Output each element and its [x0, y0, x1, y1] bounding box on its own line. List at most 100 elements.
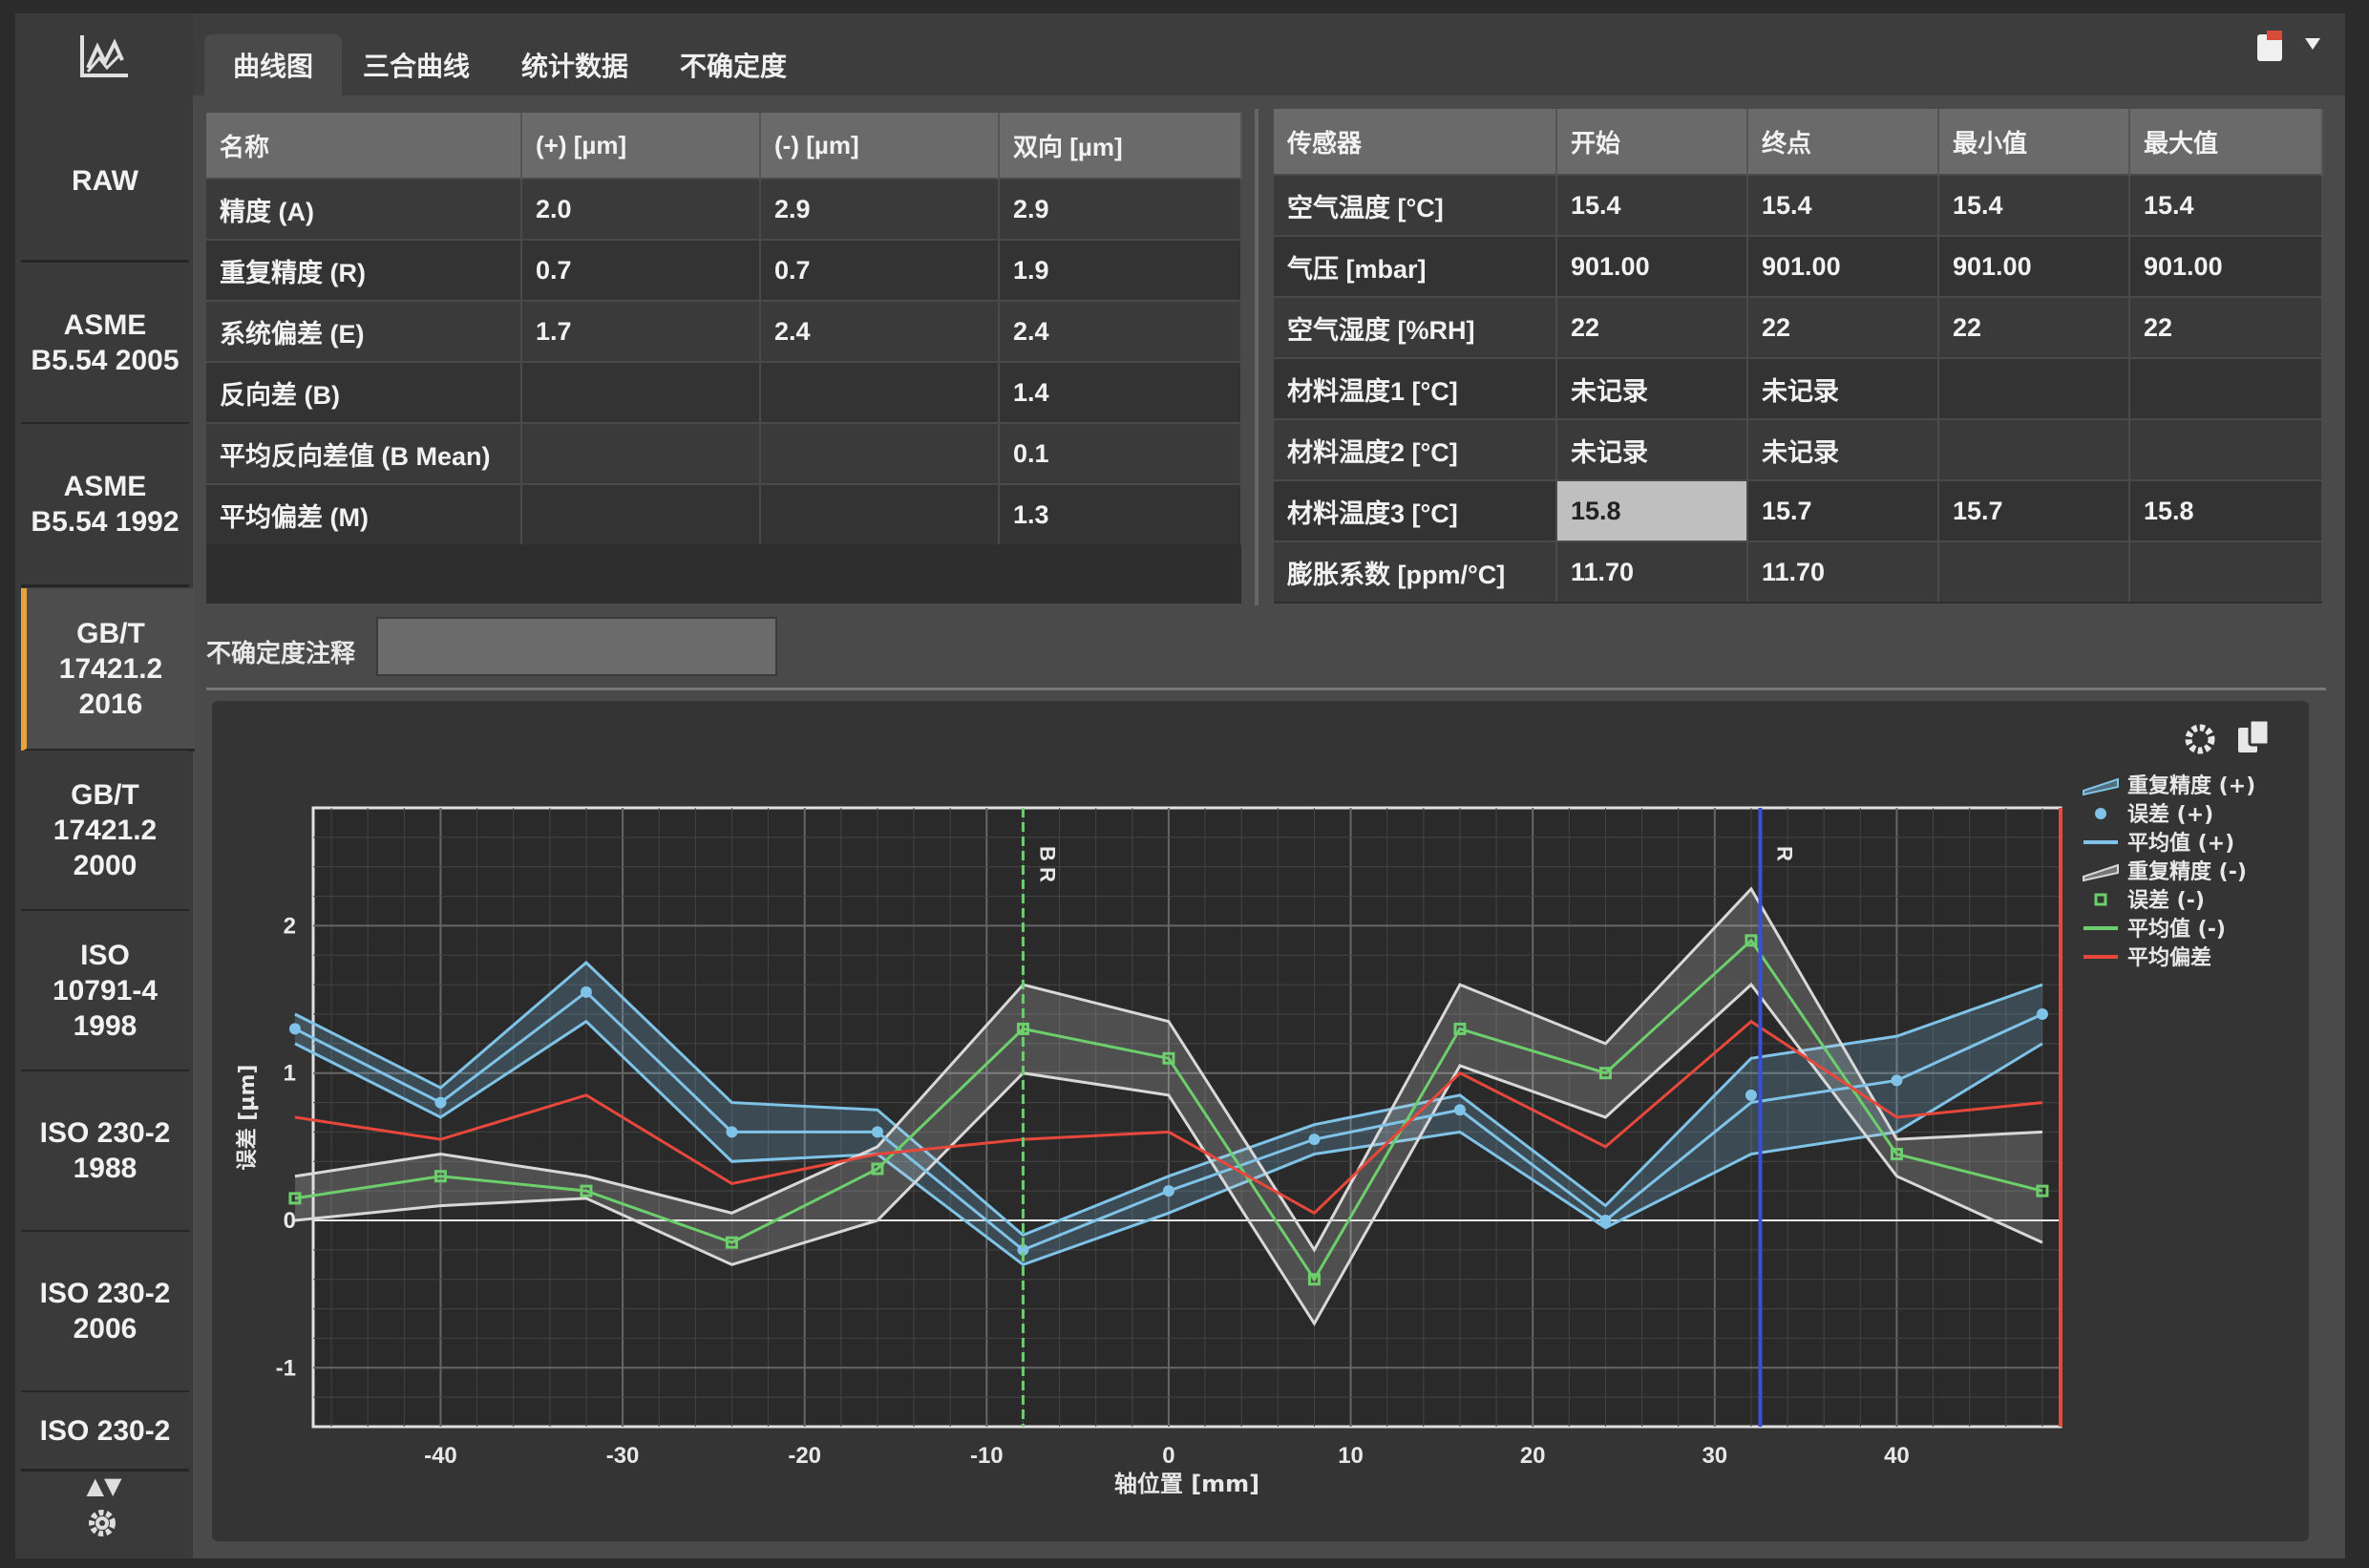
- sidebar-standard-item[interactable]: ISO 230-2 2006: [21, 1232, 189, 1393]
- sidebar-standard-item[interactable]: ASME B5.54 2005: [21, 264, 189, 425]
- sidebar-standard-item[interactable]: ASME B5.54 1992: [21, 424, 189, 587]
- plot-area: [311, 806, 2062, 1429]
- row-label: 材料温度1 [°C]: [1274, 357, 1557, 419]
- table-cell[interactable]: 901.00: [2129, 235, 2323, 297]
- tab-triple-curve[interactable]: 三合曲线: [363, 52, 471, 81]
- table-cell[interactable]: 未记录: [1747, 418, 1939, 480]
- table-row: 系统偏差 (E) 1.7 2.4 2.4: [206, 300, 1242, 362]
- marker-label: R: [1772, 846, 1796, 861]
- table-cell[interactable]: [2129, 357, 2323, 419]
- sidebar-standard-item[interactable]: ISO 230-2 1988: [21, 1071, 189, 1233]
- gear-icon[interactable]: [82, 1503, 122, 1543]
- table-row: 反向差 (B) 1.4: [206, 361, 1242, 423]
- data-point: [1017, 1243, 1029, 1256]
- table-cell[interactable]: [2129, 418, 2323, 480]
- uncertainty-note-label: 不确定度注释: [206, 639, 356, 667]
- data-point: [725, 1236, 738, 1249]
- results-table: 名称 (+) [µm] (-) [µm] 双向 [µm] 精度 (A) 2.0 2.9 2.…: [206, 113, 1242, 604]
- table-row: 空气湿度 [%RH] 22 22 22 22: [1274, 296, 2323, 358]
- tab-bar: 曲线图 三合曲线 统计数据 不确定度: [193, 13, 2345, 95]
- table-cell[interactable]: 22: [2129, 296, 2323, 358]
- column-header[interactable]: 开始: [1556, 109, 1748, 175]
- table-cell: 2.9: [999, 178, 1242, 240]
- column-header[interactable]: 终点: [1747, 109, 1939, 175]
- table-cell[interactable]: 未记录: [1747, 357, 1939, 419]
- table-cell[interactable]: 901.00: [1556, 235, 1748, 297]
- table-cell[interactable]: 15.8: [1556, 479, 1748, 541]
- table-cell[interactable]: 15.7: [1938, 479, 2130, 541]
- table-cell[interactable]: 15.4: [1747, 174, 1939, 236]
- table-cell[interactable]: 15.4: [2129, 174, 2323, 236]
- column-header[interactable]: 名称: [206, 113, 522, 179]
- table-cell[interactable]: 15.7: [1747, 479, 1939, 541]
- table-cell[interactable]: 901.00: [1938, 235, 2130, 297]
- x-tick-label: 10: [1338, 1443, 1364, 1469]
- band-upper: [294, 960, 2043, 1238]
- data-point: [1162, 1051, 1175, 1065]
- sidebar-standard-item[interactable]: ISO 10791-4 1998: [21, 911, 189, 1072]
- table-cell[interactable]: 15.4: [1556, 174, 1748, 236]
- legend: 重复精度 (+) 误差 (+) 平均值 (+) 重复精度 (-) 误差 (-) 平均值 (…: [2083, 773, 2255, 970]
- data-point: [1453, 1104, 1466, 1116]
- scroll-arrows[interactable]: ▲▼: [86, 1473, 122, 1499]
- data-point: [1307, 1273, 1321, 1286]
- column-header[interactable]: (+) [µm]: [521, 113, 761, 179]
- data-point: [1598, 1067, 1612, 1080]
- table-cell[interactable]: [1938, 540, 2130, 602]
- sidebar: RAW ASME B5.54 2005 ASME B5.54 1992 GB/T 17…: [15, 13, 195, 1558]
- marker-label: B R: [1035, 846, 1059, 882]
- sidebar-standard-item[interactable]: GB/T 17421.2 2016: [21, 588, 195, 752]
- table-cell: [760, 361, 1000, 423]
- data-point: [580, 985, 592, 998]
- table-cell[interactable]: 901.00: [1747, 235, 1939, 297]
- table-row: 平均反向差值 (B Mean) 0.1: [206, 422, 1242, 484]
- table-cell: 1.7: [521, 300, 761, 362]
- table-cell: 2.9: [760, 178, 1000, 240]
- table-cell[interactable]: 未记录: [1556, 357, 1748, 419]
- table-cell[interactable]: 22: [1747, 296, 1939, 358]
- table-cell[interactable]: [1938, 418, 2130, 480]
- table-cell[interactable]: 未记录: [1556, 418, 1748, 480]
- table-cell[interactable]: 11.70: [1747, 540, 1939, 602]
- table-cell: 0.7: [760, 239, 1000, 301]
- y-tick-label: 1: [284, 1061, 296, 1087]
- legend-label: 重复精度 (-): [2127, 859, 2247, 884]
- legend-label: 重复精度 (+): [2127, 773, 2255, 798]
- column-header[interactable]: 最大值: [2129, 109, 2323, 175]
- table-cell[interactable]: [2129, 540, 2323, 602]
- legend-label: 平均值 (-): [2127, 917, 2226, 942]
- table-cell[interactable]: 15.8: [2129, 479, 2323, 541]
- column-header[interactable]: 传感器: [1274, 109, 1557, 175]
- column-header[interactable]: (-) [µm]: [760, 113, 1000, 179]
- legend-swatch: [2083, 863, 2119, 882]
- table-cell[interactable]: 11.70: [1556, 540, 1748, 602]
- sidebar-standard-item[interactable]: ISO 230-2: [21, 1392, 189, 1472]
- row-label: 膨胀系数 [ppm/°C]: [1274, 540, 1557, 602]
- tab-statistics[interactable]: 统计数据: [521, 52, 629, 81]
- y-axis-label: 误差 [µm]: [235, 1065, 260, 1171]
- table-cell[interactable]: 22: [1938, 296, 2130, 358]
- table-cell[interactable]: 22: [1556, 296, 1748, 358]
- x-tick-label: -20: [788, 1443, 821, 1469]
- column-header[interactable]: 双向 [µm]: [999, 113, 1242, 179]
- column-header[interactable]: 最小值: [1938, 109, 2130, 175]
- table-cell[interactable]: 15.4: [1938, 174, 2130, 236]
- copy-icon[interactable]: [2232, 716, 2274, 758]
- table-cell: 1.4: [999, 361, 1242, 423]
- table-cell: [521, 361, 761, 423]
- export-icon[interactable]: [2238, 27, 2330, 65]
- sidebar-standard-item[interactable]: GB/T 17421.2 2000: [21, 751, 189, 912]
- x-tick-label: 40: [1884, 1443, 1910, 1469]
- sidebar-standard-item[interactable]: RAW: [21, 101, 189, 263]
- gear-icon[interactable]: [2179, 718, 2221, 760]
- tab-curve[interactable]: 曲线图: [204, 34, 343, 95]
- band-fill: [294, 963, 2042, 1265]
- x-tick-label: -40: [424, 1443, 457, 1469]
- series-line: [294, 938, 2043, 1282]
- table-row: 材料温度1 [°C] 未记录 未记录: [1274, 357, 2323, 419]
- data-point: [871, 1162, 884, 1176]
- tab-uncertainty[interactable]: 不确定度: [680, 52, 788, 81]
- uncertainty-note-input[interactable]: [376, 617, 777, 676]
- table-cell[interactable]: [1938, 357, 2130, 419]
- panel-splitter[interactable]: [1255, 109, 1259, 605]
